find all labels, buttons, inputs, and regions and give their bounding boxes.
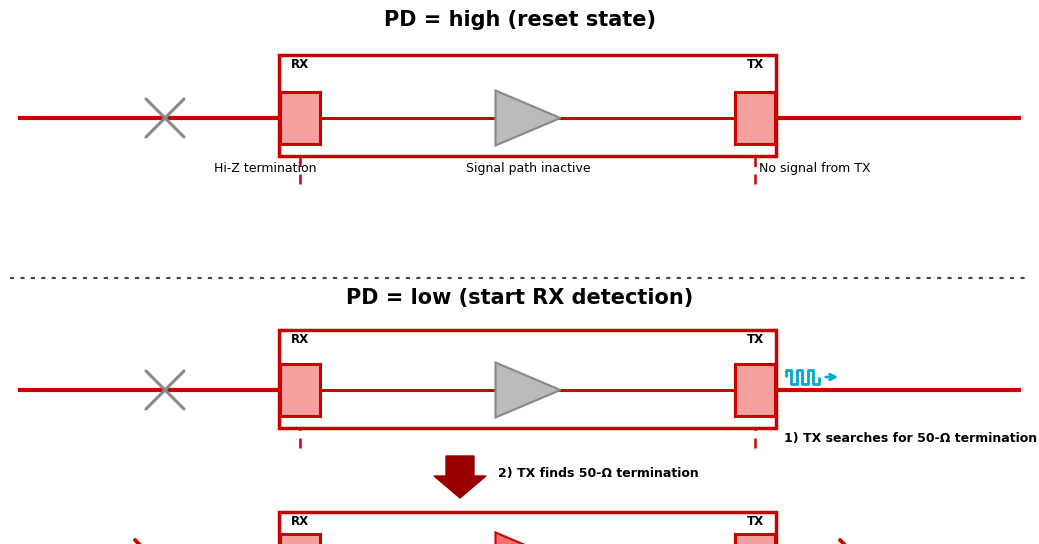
Text: TX: TX: [746, 515, 764, 528]
Bar: [735, 534, 775, 544]
Text: Signal path inactive: Signal path inactive: [465, 162, 590, 175]
Text: TX: TX: [746, 58, 764, 71]
Text: RX: RX: [291, 58, 309, 71]
Bar: [279, 534, 320, 544]
Text: No signal from TX: No signal from TX: [760, 162, 871, 175]
Text: RX: RX: [291, 333, 309, 346]
Polygon shape: [496, 362, 560, 417]
Polygon shape: [496, 90, 560, 145]
Bar: [279, 55, 776, 156]
Text: RX: RX: [291, 515, 309, 528]
Text: TX: TX: [746, 333, 764, 346]
Text: 2) TX finds 50-Ω termination: 2) TX finds 50-Ω termination: [498, 467, 699, 479]
Bar: [279, 330, 776, 428]
FancyArrow shape: [434, 456, 486, 498]
Bar: [279, 364, 320, 416]
Text: 1) TX searches for 50-Ω termination: 1) TX searches for 50-Ω termination: [784, 432, 1037, 445]
Bar: [279, 92, 320, 144]
Bar: [279, 512, 776, 544]
Text: PD = low (start RX detection): PD = low (start RX detection): [346, 288, 693, 308]
Text: PD = high (reset state): PD = high (reset state): [383, 10, 656, 30]
Bar: [735, 92, 775, 144]
Polygon shape: [496, 533, 560, 544]
Bar: [735, 364, 775, 416]
Text: Hi-Z termination: Hi-Z termination: [214, 162, 316, 175]
